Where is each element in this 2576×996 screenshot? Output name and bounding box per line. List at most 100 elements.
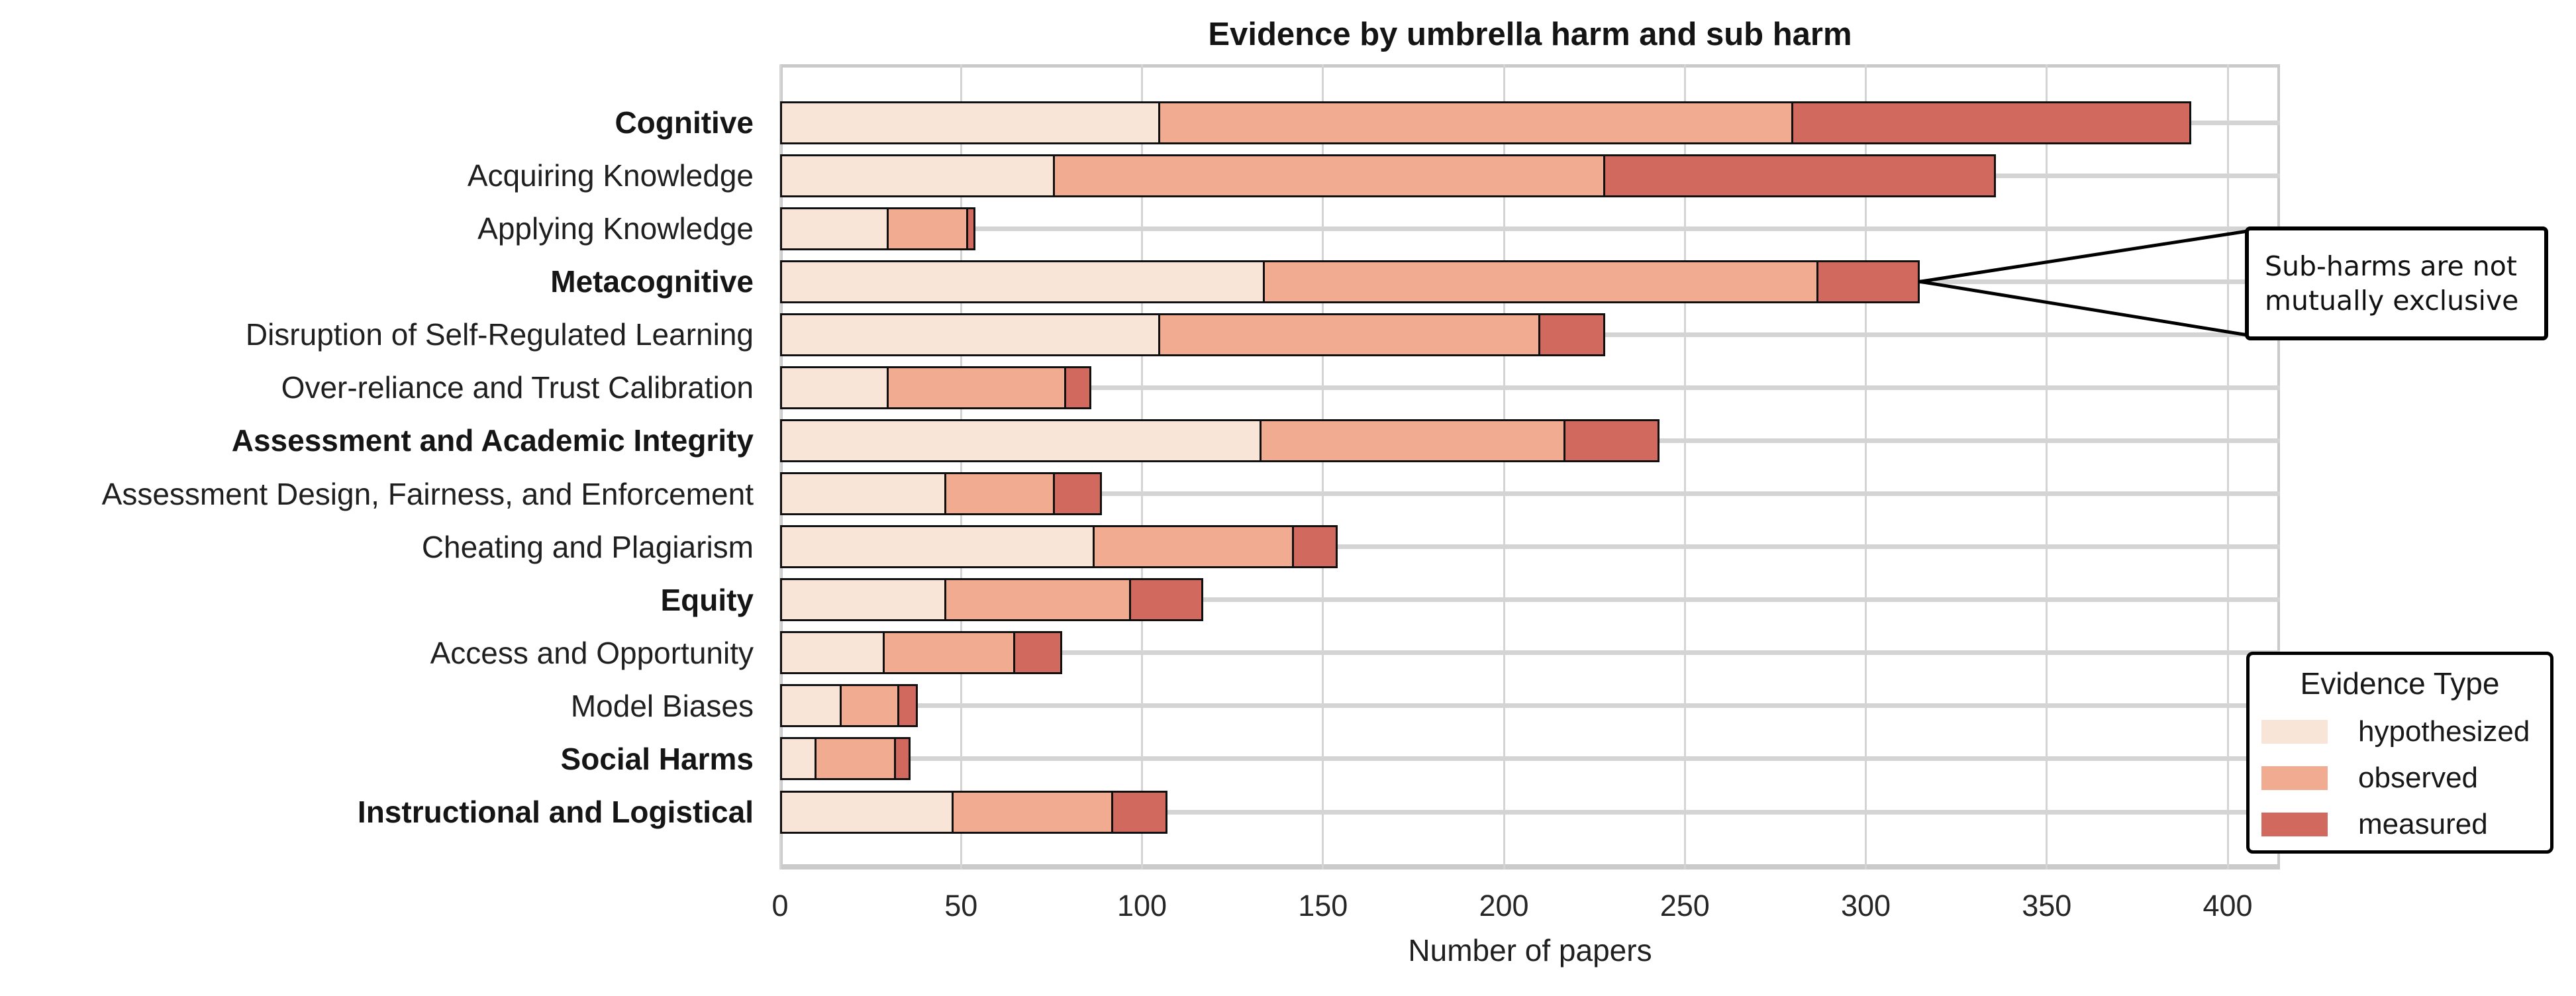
bar-segment-measured	[1053, 472, 1103, 516]
legend-item: measured	[2261, 808, 2550, 840]
bar-segment-hypothesized	[780, 472, 947, 516]
horizontal-gridline	[780, 597, 2280, 603]
annotation-box: Sub-harms are not mutually exclusive	[2245, 226, 2548, 340]
legend-title: Evidence Type	[2300, 666, 2500, 701]
y-axis-label: Model Biases	[570, 688, 754, 723]
bar-segment-observed	[944, 578, 1132, 622]
horizontal-gridline	[780, 385, 2280, 390]
bar-segment-measured	[966, 207, 976, 250]
y-axis-label: Social Harms	[560, 741, 754, 776]
bar-segment-measured	[1791, 101, 2192, 144]
vertical-gridline	[1683, 64, 1686, 870]
bar-segment-hypothesized	[780, 525, 1095, 569]
legend-swatch-observed	[2261, 766, 2328, 790]
x-tick-label: 400	[2203, 889, 2253, 922]
bar-segment-measured	[1129, 578, 1204, 622]
bar-segment-hypothesized	[780, 578, 947, 622]
y-axis-label: Over-reliance and Trust Calibration	[281, 370, 754, 405]
vertical-gridline	[2226, 64, 2229, 870]
y-axis-label: Access and Opportunity	[430, 635, 754, 670]
legend-items: hypothesized observed measured	[2250, 715, 2550, 840]
x-tick-label: 200	[1479, 889, 1529, 922]
bar-segment-hypothesized	[780, 684, 842, 728]
vertical-gridline	[1865, 64, 1867, 870]
horizontal-gridline	[780, 650, 2280, 656]
chart-title: Evidence by umbrella harm and sub harm	[1208, 17, 1852, 52]
x-axis-label: Number of papers	[1408, 933, 1652, 968]
x-tick-label: 250	[1660, 889, 1710, 922]
annotation-line-2: mutually exclusive	[2265, 285, 2519, 317]
bar-segment-measured	[1538, 313, 1605, 356]
bar-segment-observed	[886, 207, 969, 250]
bar-segment-hypothesized	[780, 154, 1056, 197]
bar-segment-measured	[1111, 790, 1167, 834]
bar-segment-observed	[1158, 313, 1540, 356]
horizontal-gridline	[780, 756, 2280, 762]
bar-segment-observed	[1263, 260, 1819, 303]
bar-segment-hypothesized	[780, 631, 885, 675]
y-axis-label: Cognitive	[615, 105, 754, 140]
bar-segment-measured	[1064, 366, 1091, 409]
bar-segment-hypothesized	[780, 207, 889, 250]
bar-segment-observed	[886, 366, 1066, 409]
legend-label: observed	[2358, 762, 2479, 794]
bar-segment-measured	[1816, 260, 1920, 303]
y-axis-label: Applying Knowledge	[477, 211, 754, 246]
legend-label: measured	[2358, 808, 2488, 840]
bar-segment-measured	[1563, 419, 1660, 462]
bar-segment-hypothesized	[780, 790, 954, 834]
y-axis-label: Equity	[660, 582, 754, 617]
bar-segment-measured	[893, 737, 911, 781]
bar-segment-hypothesized	[780, 101, 1160, 144]
x-tick-label: 150	[1298, 889, 1348, 922]
legend: Evidence Type hypothesized observed measur…	[2246, 652, 2553, 854]
bar-segment-measured	[1013, 631, 1063, 675]
y-axis-label: Metacognitive	[550, 264, 754, 299]
horizontal-gridline	[780, 703, 2280, 709]
legend-swatch-hypothesized	[2261, 720, 2328, 744]
bar-segment-hypothesized	[780, 366, 889, 409]
bar-segment-measured	[1603, 154, 1997, 197]
vertical-gridline	[960, 64, 962, 870]
vertical-gridline	[1141, 64, 1143, 870]
bar-segment-observed	[952, 790, 1113, 834]
bar-segment-hypothesized	[780, 419, 1262, 462]
legend-item: observed	[2261, 762, 2550, 794]
bar-segment-observed	[839, 684, 900, 728]
y-axis-label: Instructional and Logistical	[357, 795, 754, 830]
bar-segment-measured	[897, 684, 918, 728]
legend-swatch-measured	[2261, 813, 2328, 836]
horizontal-gridline	[780, 809, 2280, 815]
vertical-gridline	[1503, 64, 1505, 870]
bar-segment-observed	[1158, 101, 1794, 144]
y-axis-label: Disruption of Self-Regulated Learning	[245, 317, 754, 352]
bar-segment-observed	[1053, 154, 1605, 197]
bar-segment-measured	[1292, 525, 1338, 569]
annotation-line-1: Sub-harms are not	[2265, 250, 2517, 282]
horizontal-gridline	[780, 226, 2280, 231]
bar-segment-observed	[883, 631, 1016, 675]
bar-segment-observed	[944, 472, 1056, 516]
y-axis-label: Acquiring Knowledge	[467, 158, 754, 193]
y-axis-label: Assessment Design, Fairness, and Enforce…	[101, 476, 754, 511]
bar-segment-observed	[1093, 525, 1295, 569]
vertical-gridline	[779, 64, 781, 870]
x-tick-label: 0	[771, 889, 789, 922]
x-tick-label: 350	[2022, 889, 2072, 922]
bar-segment-hypothesized	[780, 313, 1160, 356]
x-tick-label: 50	[944, 889, 978, 922]
bar-segment-hypothesized	[780, 737, 817, 781]
horizontal-gridline	[780, 491, 2280, 497]
horizontal-gridline	[780, 544, 2280, 550]
vertical-gridline	[2046, 64, 2048, 870]
legend-label: hypothesized	[2358, 715, 2530, 748]
vertical-gridline	[1322, 64, 1324, 870]
bar-segment-hypothesized	[780, 260, 1265, 303]
bar-segment-observed	[1259, 419, 1565, 462]
x-tick-label: 100	[1116, 889, 1167, 922]
y-axis-label: Assessment and Academic Integrity	[231, 423, 754, 458]
x-tick-label: 300	[1840, 889, 1891, 922]
y-axis-label: Cheating and Plagiarism	[421, 529, 754, 564]
legend-item: hypothesized	[2261, 715, 2550, 748]
